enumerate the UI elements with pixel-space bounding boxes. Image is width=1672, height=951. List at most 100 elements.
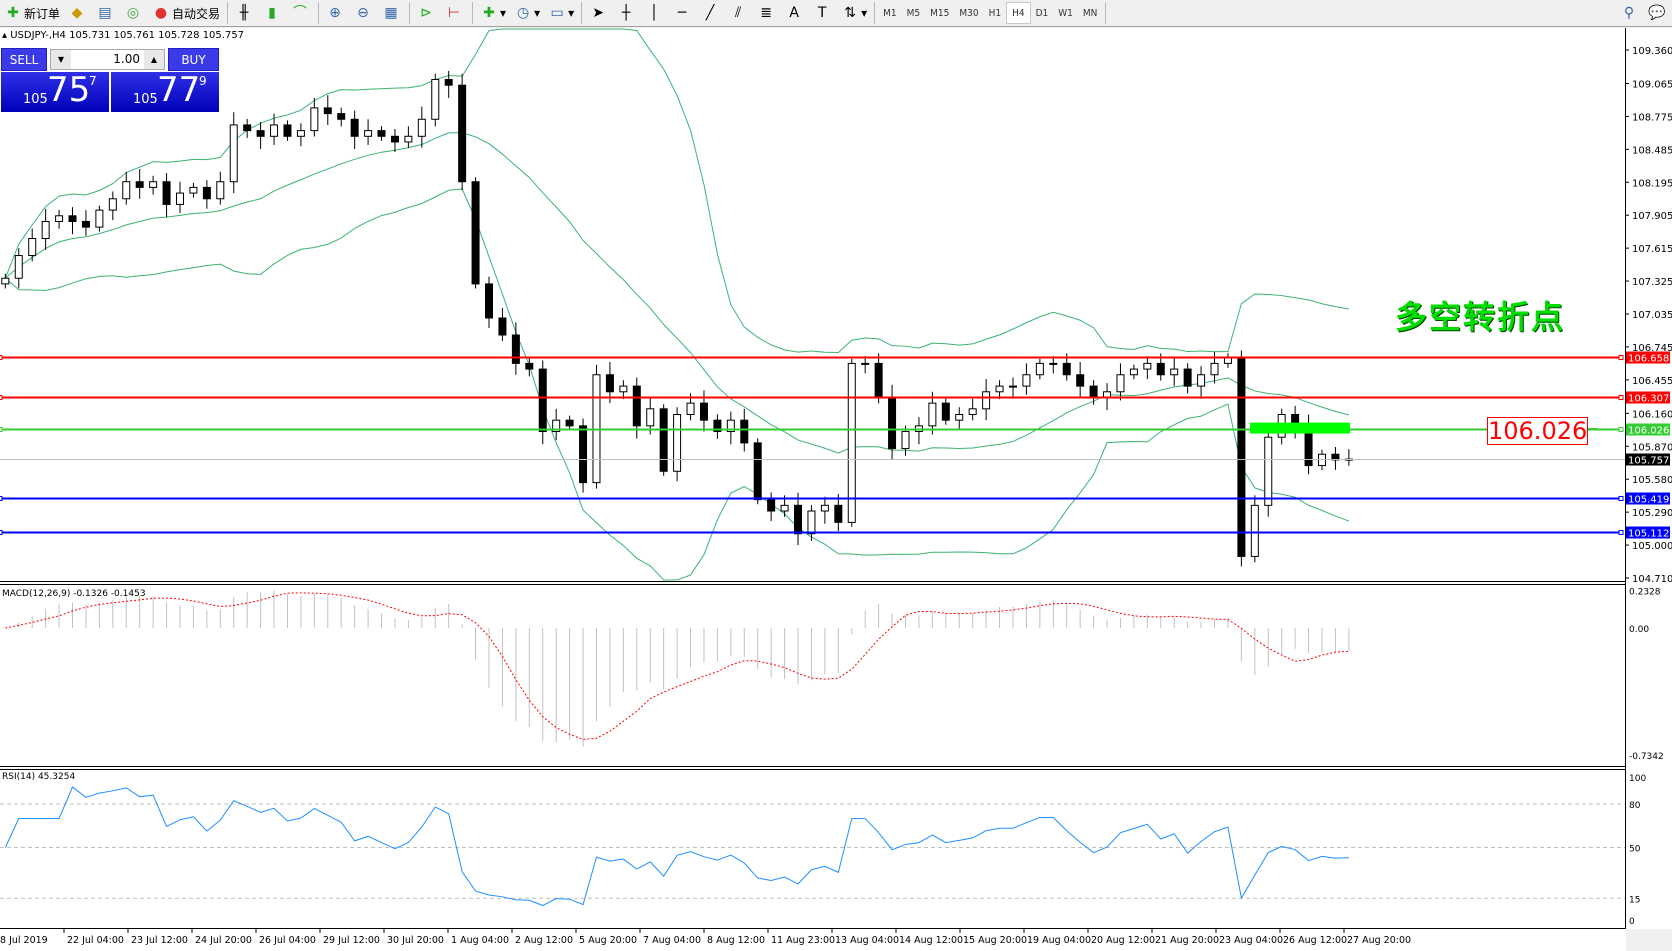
level-handle[interactable] <box>1618 530 1624 535</box>
timeframe-h1[interactable]: H1 <box>988 7 1002 19</box>
lot-size-input[interactable]: ▼ 1.00 ▲ <box>50 49 165 70</box>
cursor-button[interactable]: ➤ <box>585 1 613 25</box>
chat-button[interactable]: 💬 <box>1644 1 1672 25</box>
candle <box>941 398 950 425</box>
level-price-label[interactable]: 106.026 <box>1487 417 1588 445</box>
candle <box>659 404 668 476</box>
lot-value[interactable]: 1.00 <box>113 52 140 66</box>
equidistant-channel-button[interactable]: ⫽ <box>725 1 753 25</box>
chart-canvas[interactable]: 109.360 109.065 108.775 108.485 108.195 107.9… <box>0 28 1672 951</box>
time-axis-label: 7 Aug 04:00 <box>643 935 701 946</box>
candle-body <box>149 181 158 188</box>
candle-body <box>216 181 225 200</box>
candle-body <box>1008 385 1017 388</box>
time-axis-label: 19 Aug 04:00 <box>1027 935 1091 946</box>
level-handle[interactable] <box>0 427 3 432</box>
horizontal-line-button[interactable]: ─ <box>669 1 697 25</box>
time-axis-bg <box>0 929 1625 951</box>
timeframe-mn[interactable]: MN <box>1082 7 1098 19</box>
level-handle[interactable] <box>1618 355 1624 360</box>
timeframe-m1[interactable]: M1 <box>883 7 897 19</box>
trendline-button[interactable]: ╱ <box>697 1 725 25</box>
indicators-button[interactable]: ✚ ▾ <box>476 1 510 25</box>
templates-button[interactable]: ▭ ▾ <box>544 1 578 25</box>
candle <box>81 210 90 236</box>
signals-button[interactable]: ◎ <box>120 1 148 25</box>
timeframe-m5[interactable]: M5 <box>906 7 921 19</box>
time-axis-label: 30 Jul 20:00 <box>387 935 444 946</box>
annotation-text[interactable]: 多空转折点 <box>1395 298 1566 336</box>
candle <box>1 273 10 289</box>
fibonacci-button[interactable]: ≣ <box>753 1 781 25</box>
sell-button[interactable]: SELL <box>1 48 47 71</box>
sell-price-fraction: 7 <box>89 74 97 88</box>
candle <box>1129 364 1138 380</box>
zoom-out-icon: ⊖ <box>357 5 369 21</box>
level-price-tag-text: 106.658 <box>1628 354 1669 365</box>
text-label-button[interactable]: T <box>809 1 837 25</box>
template-icon: ▭ <box>550 5 564 21</box>
text-button[interactable]: A <box>781 1 809 25</box>
candle <box>377 126 386 141</box>
candle-body <box>1129 368 1138 376</box>
periods-button[interactable]: ◷ ▾ <box>510 1 544 25</box>
sell-price-prefix: 105 <box>23 92 48 107</box>
search-button[interactable]: ⚲ <box>1616 1 1644 25</box>
level-price-tag-text: 106.026 <box>1628 426 1669 437</box>
candle <box>928 391 937 435</box>
autoscroll-button[interactable]: ⊳ <box>413 1 441 25</box>
zoom-out-button[interactable]: ⊖ <box>350 1 378 25</box>
candle-body <box>525 362 534 370</box>
candle <box>189 182 198 198</box>
timeframe-m15[interactable]: M15 <box>930 7 950 19</box>
time-axis-label: 14 Aug 12:00 <box>899 935 963 946</box>
candle <box>431 73 440 127</box>
candle-body <box>243 124 252 132</box>
line-chart-button[interactable]: ⌒ <box>287 1 315 25</box>
chart-shift-button[interactable]: ⊢ <box>441 1 469 25</box>
lot-decrease-button[interactable]: ▼ <box>51 50 71 69</box>
timeframe-m30[interactable]: M30 <box>959 7 979 19</box>
candle <box>444 70 453 98</box>
level-handle[interactable] <box>0 355 3 360</box>
price-axis-label: 105.000 <box>1632 541 1672 552</box>
candle-body <box>780 504 789 512</box>
vertical-line-button[interactable]: │ <box>641 1 669 25</box>
level-handle[interactable] <box>0 496 3 501</box>
level-price-tag <box>1626 453 1670 466</box>
crosshair-button[interactable]: ┼ <box>613 1 641 25</box>
auto-trading-button[interactable]: ● 自动交易 <box>148 1 224 25</box>
timeframe-h4[interactable]: H4 <box>1006 2 1031 24</box>
buy-price[interactable]: 105 77 9 <box>111 70 219 112</box>
market-watch-button[interactable]: ◆ <box>64 1 92 25</box>
candle <box>364 119 373 145</box>
candlestick-button[interactable]: ▮ <box>259 1 287 25</box>
sell-price-pips: 75 <box>47 70 91 110</box>
buy-button[interactable]: BUY <box>168 48 219 71</box>
candle <box>820 496 829 524</box>
level-handle[interactable] <box>0 395 3 400</box>
candle-body <box>229 124 238 183</box>
candle <box>14 248 23 289</box>
timeframe-w1[interactable]: W1 <box>1058 7 1073 19</box>
zoom-in-button[interactable]: ⊕ <box>322 1 350 25</box>
level-handle[interactable] <box>1618 427 1624 432</box>
chart-window[interactable]: 109.360 109.065 108.775 108.485 108.195 107.9… <box>0 28 1672 951</box>
one-click-trading-panel: SELL ▼ 1.00 ▲ BUY 105 75 7 105 77 9 <box>0 48 219 112</box>
candle <box>1076 362 1085 398</box>
lot-increase-button[interactable]: ▲ <box>144 50 164 69</box>
arrows-button[interactable]: ⇅ ▾ <box>837 1 871 25</box>
navigator-button[interactable]: ▤ <box>92 1 120 25</box>
candle-body <box>995 385 1004 393</box>
bar-chart-button[interactable]: ╫ <box>231 1 259 25</box>
time-axis-label: 8 Jul 2019 <box>0 935 48 946</box>
level-handle[interactable] <box>1618 496 1624 501</box>
level-handle[interactable] <box>1618 395 1624 400</box>
sell-price[interactable]: 105 75 7 <box>1 70 109 112</box>
timeframe-d1[interactable]: D1 <box>1035 7 1049 19</box>
level-handle[interactable] <box>0 530 3 535</box>
tile-windows-button[interactable]: ▦ <box>378 1 406 25</box>
green-zone-rectangle[interactable] <box>1250 422 1350 434</box>
new-order-button[interactable]: ✚ 新订单 <box>0 1 64 25</box>
candle <box>525 357 534 377</box>
